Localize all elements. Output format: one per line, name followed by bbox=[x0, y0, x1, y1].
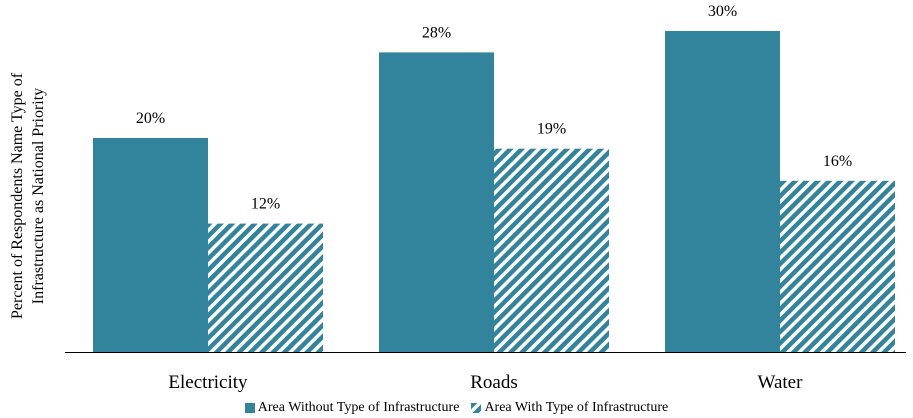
bar-electricity-without bbox=[93, 138, 208, 352]
x-tick-label-electricity: Electricity bbox=[168, 372, 248, 393]
legend-item-with: Area With Type of Infrastructure bbox=[471, 400, 668, 416]
legend-swatch-striped bbox=[471, 403, 482, 413]
bar-chart: Percent of Respondents Name Type of Infr… bbox=[9, 3, 906, 393]
bar-electricity-with bbox=[208, 223, 323, 352]
data-label-roads-with: 19% bbox=[537, 121, 566, 138]
bar-roads-with bbox=[494, 148, 609, 352]
bar-water-without bbox=[665, 31, 780, 352]
data-label-water-with: 16% bbox=[823, 153, 852, 170]
y-axis-title-line-1: Percent of Respondents Name Type of bbox=[9, 72, 26, 319]
data-label-water-without: 30% bbox=[708, 3, 737, 20]
bar-roads-without bbox=[379, 52, 494, 353]
legend-item-without: Area Without Type of Infrastructure bbox=[244, 400, 460, 416]
legend-swatch-solid bbox=[244, 403, 255, 413]
legend: Area Without Type of Infrastructure Area… bbox=[0, 398, 913, 418]
data-label-electricity-with: 12% bbox=[251, 196, 280, 213]
bar-water-with bbox=[780, 180, 895, 352]
legend-label-with: Area With Type of Infrastructure bbox=[484, 400, 669, 415]
bars-group: 20% 12% Electricity 28% 19% Roads 30% 16% Water bbox=[93, 3, 895, 393]
x-tick-label-roads: Roads bbox=[470, 372, 518, 393]
legend-label-without: Area Without Type of Infrastructure bbox=[257, 400, 460, 415]
x-tick-label-water: Water bbox=[758, 372, 804, 393]
data-label-electricity-without: 20% bbox=[136, 110, 165, 127]
data-label-roads-without: 28% bbox=[422, 24, 451, 41]
y-axis-title-line-2: Infrastructure as National Priority bbox=[30, 88, 47, 304]
